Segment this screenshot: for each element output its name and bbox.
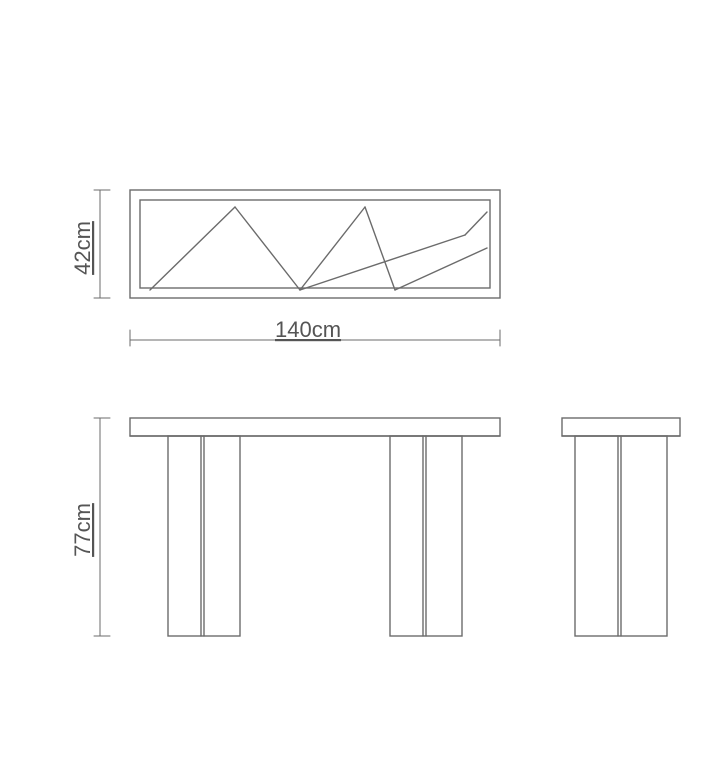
dimension-height: 77cm <box>70 418 110 636</box>
technical-drawing: 140cm 42cm 77cm <box>0 0 725 760</box>
dimension-width-label: 140cm <box>275 317 341 342</box>
dimension-width: 140cm <box>130 317 500 346</box>
dimension-depth-label: 42cm <box>70 221 95 275</box>
front-view <box>130 418 500 636</box>
side-view <box>562 418 680 636</box>
dimension-height-label: 77cm <box>70 503 95 557</box>
dimension-depth: 42cm <box>70 190 110 298</box>
top-view <box>130 190 500 298</box>
